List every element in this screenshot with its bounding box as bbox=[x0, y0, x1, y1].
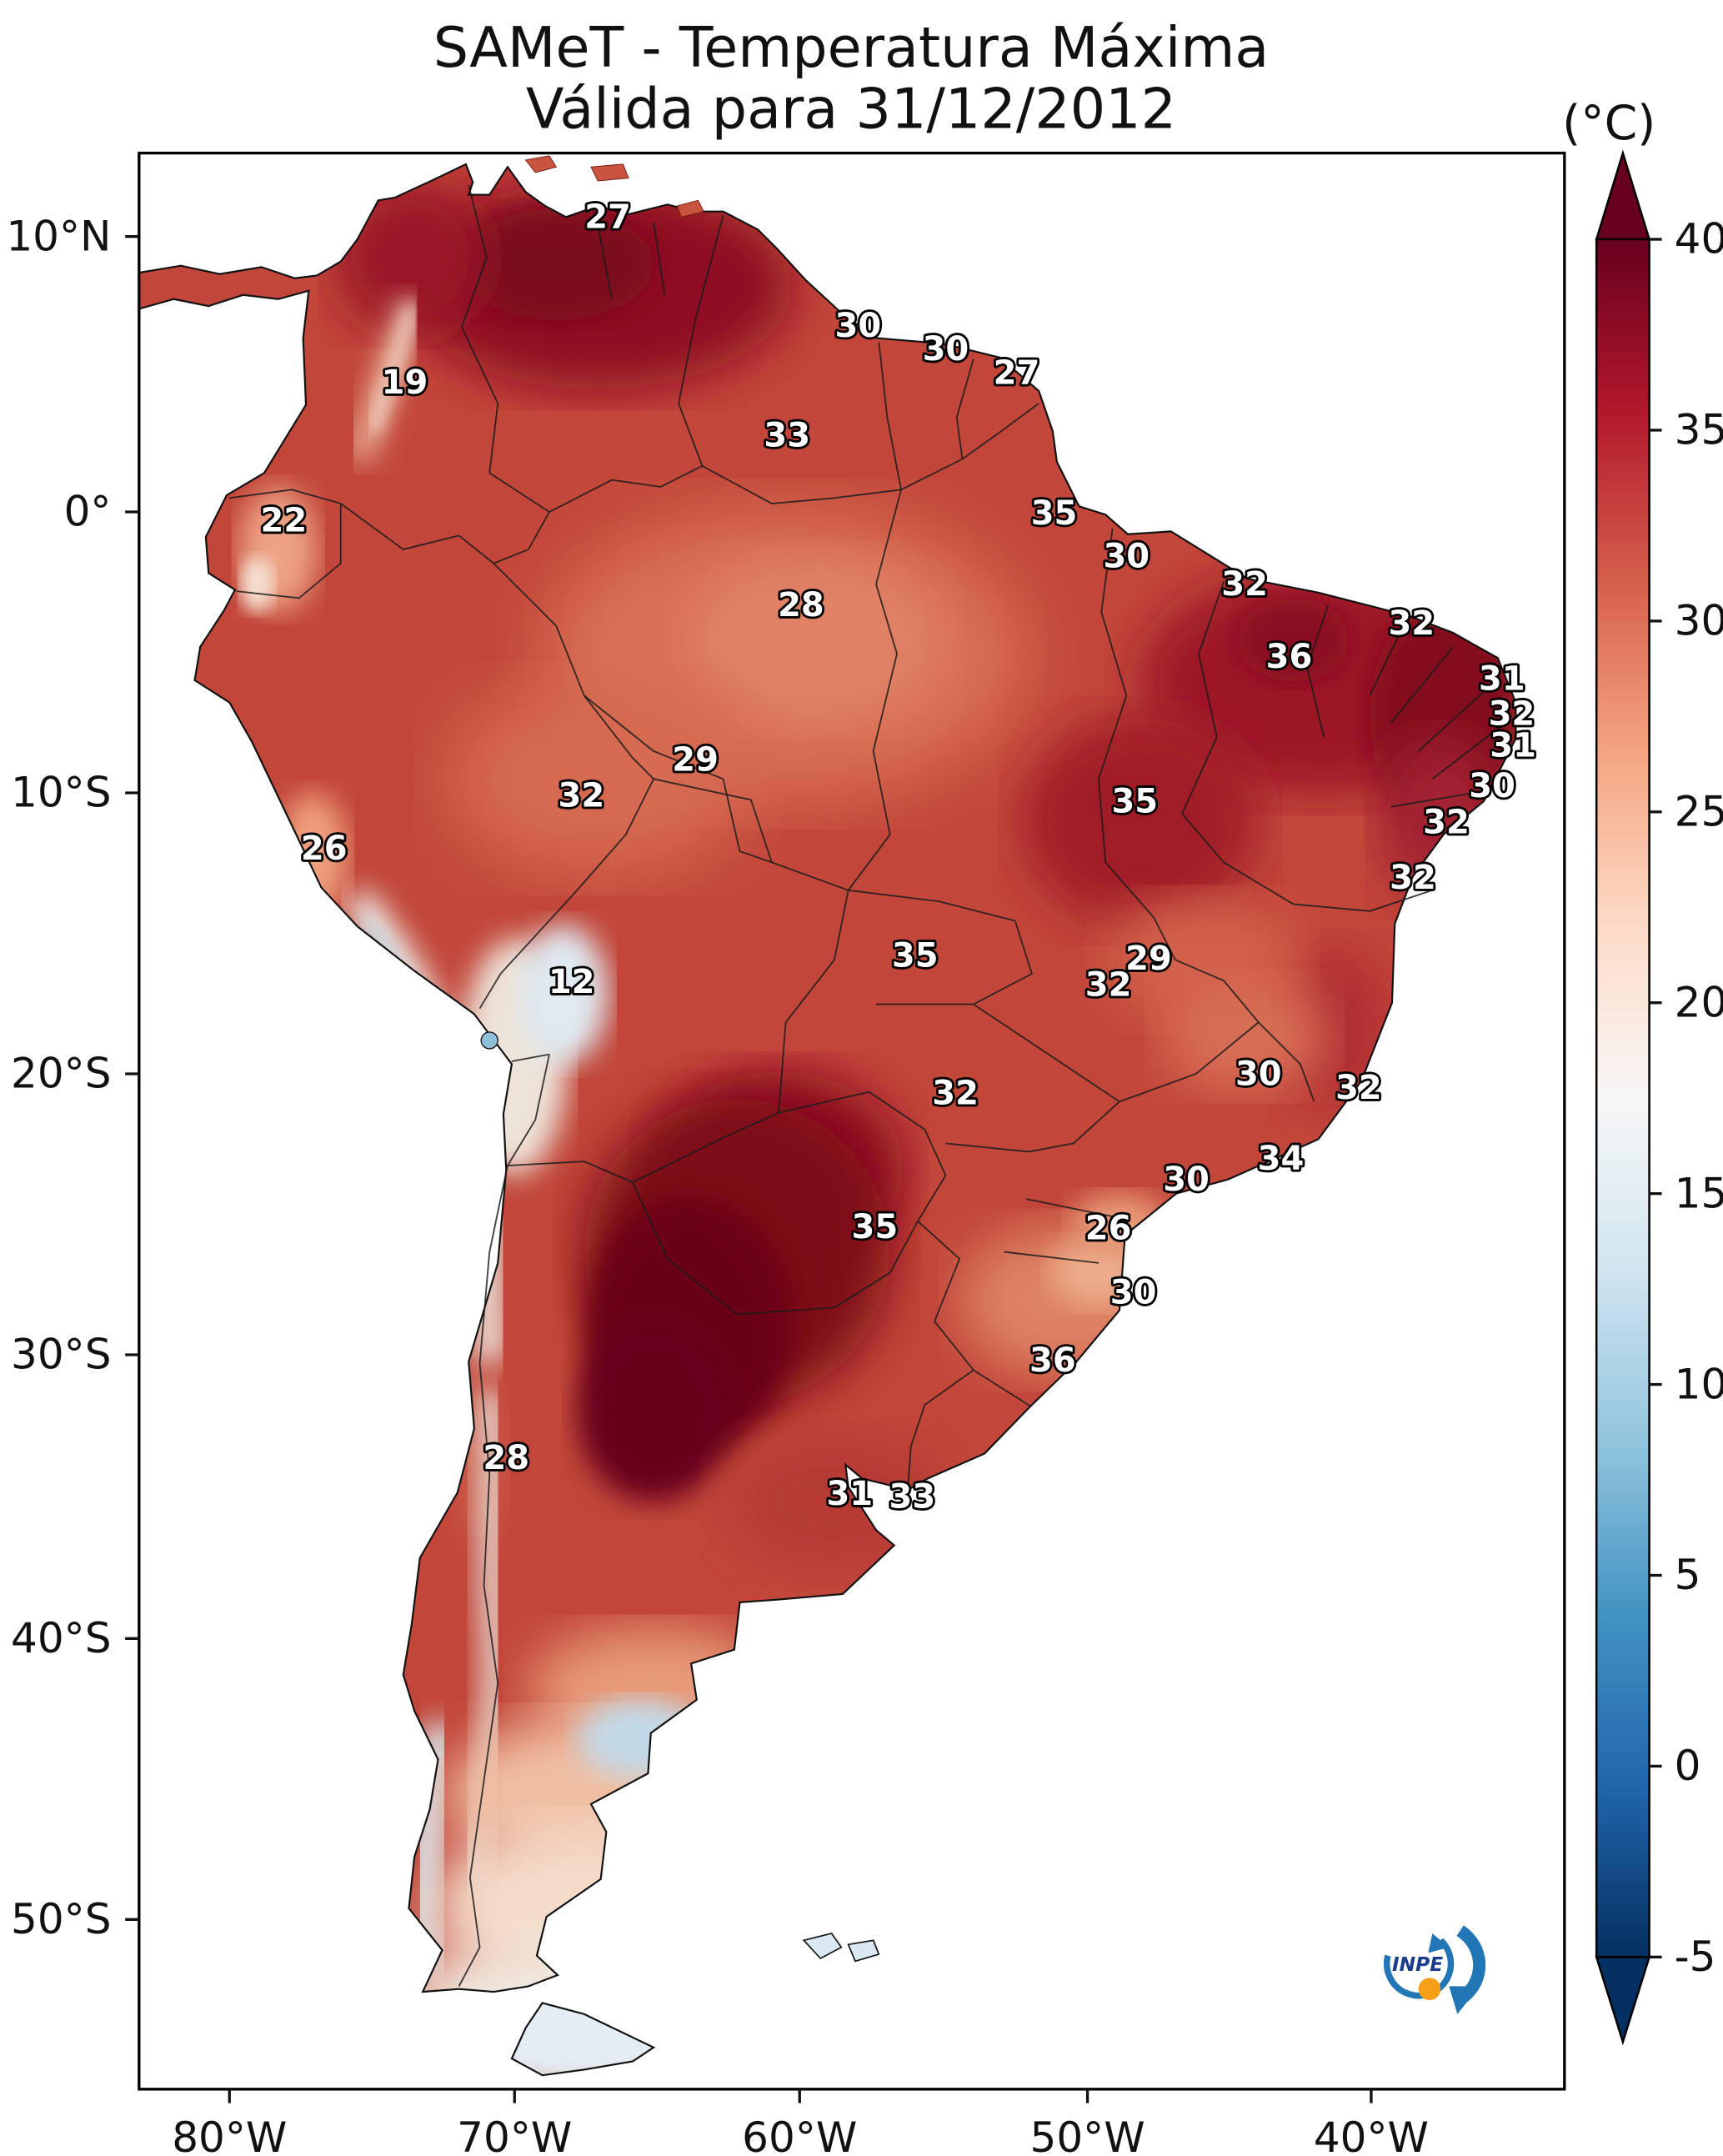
temperature-label: 31 bbox=[1490, 727, 1536, 765]
temperature-label: 30 bbox=[834, 307, 881, 345]
colorbar-tick-label: 15 bbox=[1675, 1169, 1723, 1217]
temperature-field bbox=[138, 163, 1516, 2076]
temperature-label: 31 bbox=[826, 1475, 873, 1513]
temperature-label: 32 bbox=[1335, 1069, 1382, 1107]
map-frame bbox=[138, 151, 1566, 2091]
y-axis-tick-label: 40°S bbox=[11, 1614, 111, 1662]
temperature-label: 31 bbox=[1479, 660, 1525, 699]
temperature-label: 29 bbox=[672, 740, 719, 779]
x-axis-tick-label: 60°W bbox=[742, 2113, 857, 2156]
x-axis-tick-label: 50°W bbox=[1030, 2113, 1145, 2156]
state-borders bbox=[584, 222, 1505, 1264]
y-axis-tick-label: 10°N bbox=[6, 212, 111, 260]
colorbar-extend-min bbox=[1595, 1956, 1651, 2046]
colorbar-tick-label: 30 bbox=[1675, 597, 1723, 645]
temperature-label: 35 bbox=[892, 937, 939, 975]
temperature-label: 33 bbox=[764, 417, 810, 455]
y-axis-tick-label: 30°S bbox=[11, 1331, 111, 1379]
chart-title: SAMeT - Temperatura Máxima bbox=[433, 15, 1270, 80]
islands-caribbean bbox=[524, 155, 704, 218]
temperature-label: 19 bbox=[382, 364, 428, 402]
colorbar-tick-label: 25 bbox=[1675, 787, 1723, 835]
temperature-label: 35 bbox=[1031, 494, 1078, 533]
temperature-label: 32 bbox=[1221, 565, 1268, 604]
y-axis: 10°N 0° 10°S 20°S 30°S 40°S 50°S bbox=[6, 212, 139, 1943]
y-axis-tick-label: 0° bbox=[64, 488, 112, 536]
x-axis-tick-label: 70°W bbox=[457, 2113, 572, 2156]
temperature-label: 32 bbox=[1085, 966, 1132, 1005]
colorbar-ticks: 40 35 30 25 20 15 10 5 0 -5 bbox=[1649, 215, 1723, 1981]
temperature-label: 32 bbox=[1489, 694, 1535, 733]
x-axis-tick-label: 40°W bbox=[1314, 2113, 1429, 2156]
coastline-south-america bbox=[138, 163, 1517, 1993]
temperature-label: 29 bbox=[1125, 940, 1172, 978]
temperature-label: 36 bbox=[1266, 638, 1313, 676]
colorbar-tick-label: -5 bbox=[1675, 1933, 1716, 1981]
temperature-label: 35 bbox=[1111, 782, 1158, 820]
y-axis-tick-label: 50°S bbox=[11, 1895, 111, 1943]
y-axis-tick-label: 20°S bbox=[11, 1050, 111, 1098]
temperature-label: 28 bbox=[778, 586, 824, 624]
colorbar-tick-label: 20 bbox=[1675, 978, 1723, 1026]
colorbar-tick-label: 5 bbox=[1675, 1551, 1701, 1599]
temperature-label: 22 bbox=[260, 501, 307, 539]
temperature-label: 32 bbox=[1390, 859, 1436, 897]
coastline-tierra-del-fuego bbox=[510, 2002, 656, 2077]
temperature-label: 30 bbox=[1235, 1055, 1282, 1093]
temperature-label: 28 bbox=[483, 1439, 529, 1477]
temperature-label: 30 bbox=[1110, 1273, 1157, 1311]
temperature-label: 12 bbox=[548, 963, 595, 1001]
temperature-label: 26 bbox=[1085, 1210, 1132, 1248]
temperature-label: 27 bbox=[584, 198, 631, 237]
temperature-label: 36 bbox=[1029, 1341, 1076, 1380]
temperature-label: 35 bbox=[852, 1208, 899, 1246]
x-axis-tick-label: 80°W bbox=[172, 2113, 287, 2156]
colorbar-tick-label: 40 bbox=[1675, 215, 1723, 263]
temperature-label: 34 bbox=[1258, 1140, 1305, 1178]
x-axis: 80°W 70°W 60°W 50°W 40°W bbox=[172, 2088, 1429, 2156]
colorbar-tick-label: 35 bbox=[1675, 406, 1723, 454]
islands-falkland bbox=[802, 1933, 880, 1963]
temperature-label: 32 bbox=[1423, 803, 1470, 841]
temperature-label: 30 bbox=[923, 330, 969, 369]
y-axis-tick-label: 10°S bbox=[11, 769, 111, 817]
temperature-label: 27 bbox=[994, 354, 1040, 393]
temperature-label: 30 bbox=[1469, 767, 1515, 805]
colorbar-extend-max bbox=[1595, 149, 1651, 241]
temperature-label: 32 bbox=[1388, 604, 1435, 643]
lake-titicaca bbox=[480, 1031, 498, 1050]
inpe-logo: INPE bbox=[1374, 1919, 1486, 2014]
temperature-label: 30 bbox=[1103, 538, 1150, 576]
colorbar-tick-label: 0 bbox=[1675, 1742, 1701, 1790]
colorbar-body bbox=[1595, 238, 1650, 1958]
chart-subtitle: Válida para 31/12/2012 bbox=[526, 77, 1176, 142]
temperature-label: 32 bbox=[932, 1075, 979, 1113]
temperature-label: 26 bbox=[301, 830, 348, 868]
temperature-label: 32 bbox=[558, 777, 604, 815]
colorbar-tick-label: 10 bbox=[1675, 1360, 1723, 1408]
temperature-label: 33 bbox=[889, 1477, 936, 1516]
temperature-label: 30 bbox=[1163, 1161, 1210, 1199]
colorbar: 40 35 30 25 20 15 10 5 0 -5 bbox=[1595, 149, 1723, 2046]
inpe-logo-text: INPE bbox=[1392, 1953, 1443, 1976]
colorbar-unit-label: (°C) bbox=[1562, 96, 1655, 151]
